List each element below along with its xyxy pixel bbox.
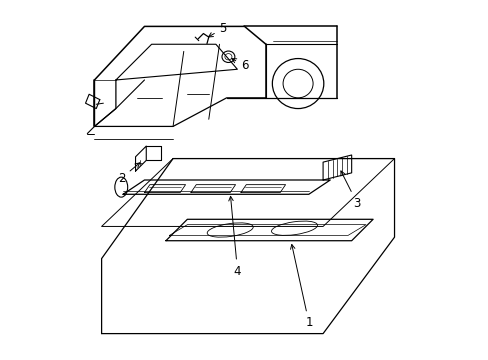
Text: 5: 5 bbox=[208, 22, 226, 37]
Text: 1: 1 bbox=[290, 244, 312, 329]
Text: 6: 6 bbox=[231, 59, 248, 72]
Text: 3: 3 bbox=[340, 171, 360, 210]
Text: 4: 4 bbox=[228, 196, 241, 278]
Text: 2: 2 bbox=[118, 163, 140, 185]
